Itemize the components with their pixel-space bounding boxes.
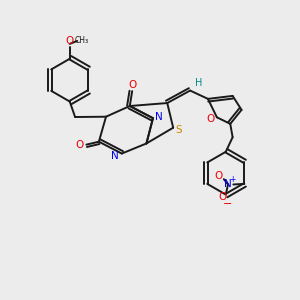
Text: O: O <box>218 192 226 202</box>
Text: H: H <box>195 78 203 88</box>
Text: O: O <box>66 36 74 46</box>
Text: N: N <box>111 151 119 160</box>
Text: N: N <box>155 112 163 122</box>
Text: +: + <box>229 175 236 184</box>
Text: −: − <box>223 199 232 208</box>
Text: O: O <box>214 171 223 181</box>
Text: S: S <box>176 125 182 135</box>
Text: O: O <box>206 114 214 124</box>
Text: O: O <box>128 80 136 90</box>
Text: O: O <box>76 140 84 150</box>
Text: N: N <box>224 179 232 190</box>
Text: CH₃: CH₃ <box>75 36 89 45</box>
